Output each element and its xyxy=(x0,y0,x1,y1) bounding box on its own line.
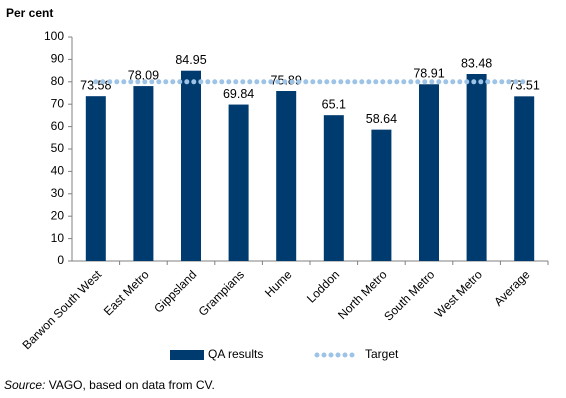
y-tick-label: 90 xyxy=(51,52,65,66)
x-tick-label: Loddon xyxy=(304,267,342,305)
value-label: 69.84 xyxy=(223,87,254,101)
x-tick-label: Average xyxy=(491,267,533,309)
y-tick-label: 80 xyxy=(51,74,65,88)
y-tick-label: 20 xyxy=(51,208,65,222)
x-tick-label: Hume xyxy=(262,267,295,300)
bar xyxy=(85,96,106,261)
x-tick-label: West Metro xyxy=(432,267,485,320)
y-axis-label: Per cent xyxy=(6,6,53,20)
value-label: 65.1 xyxy=(322,97,346,111)
x-tick-label: East Metro xyxy=(101,267,152,318)
bar xyxy=(419,84,439,261)
bar xyxy=(276,91,297,261)
y-tick-label: 30 xyxy=(51,186,65,200)
legend-label: Target xyxy=(365,347,399,361)
bar xyxy=(371,129,392,261)
x-tick-label: Barwon South West xyxy=(19,267,104,352)
x-tick-label: Grampians xyxy=(196,267,247,318)
value-label: 84.95 xyxy=(175,53,206,67)
y-tick-label: 50 xyxy=(51,141,65,155)
bar xyxy=(514,96,535,261)
y-tick-label: 60 xyxy=(51,119,65,133)
source-note: Source: VAGO, based on data from CV. xyxy=(4,378,215,392)
y-tick-label: 40 xyxy=(51,164,65,178)
bar xyxy=(466,74,487,262)
y-tick-label: 70 xyxy=(51,96,65,110)
bar xyxy=(181,70,201,261)
value-label: 58.64 xyxy=(366,112,397,126)
legend-swatch xyxy=(170,350,204,360)
x-tick-label: Gippsland xyxy=(151,267,199,315)
x-tick-label: South Metro xyxy=(381,267,437,323)
y-tick-label: 100 xyxy=(44,29,64,43)
y-tick-label: 10 xyxy=(51,231,65,245)
legend-label: QA results xyxy=(208,347,263,361)
source-text: VAGO, based on data from CV. xyxy=(49,378,215,392)
bar xyxy=(133,86,154,261)
value-label: 78.09 xyxy=(128,68,159,82)
bar xyxy=(323,115,344,262)
value-label: 83.48 xyxy=(461,56,492,70)
y-tick-label: 0 xyxy=(57,253,64,267)
bar xyxy=(228,104,249,261)
value-label: 78.91 xyxy=(413,67,444,81)
source-label: Source: xyxy=(4,378,45,392)
